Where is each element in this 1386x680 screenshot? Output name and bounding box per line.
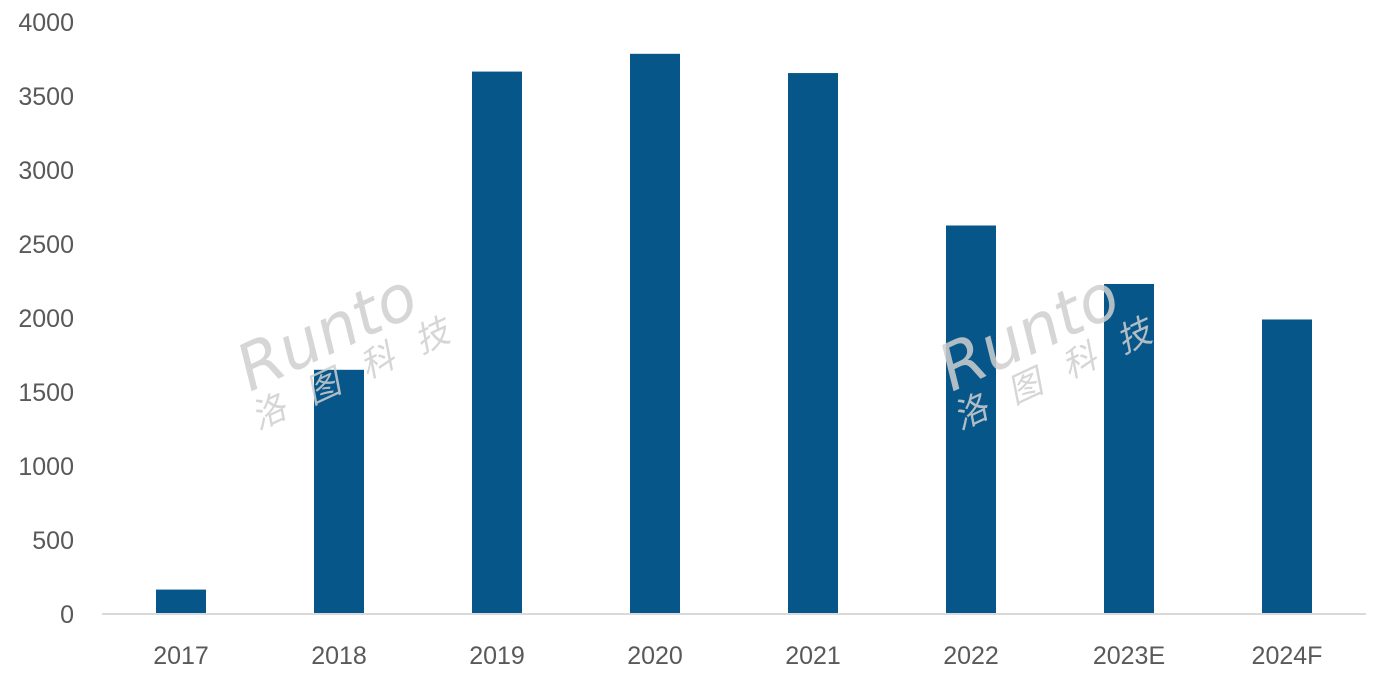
x-tick-label: 2022	[943, 642, 999, 670]
bars	[156, 53, 1312, 614]
y-tick-label: 0	[60, 601, 74, 629]
bar	[1262, 319, 1312, 614]
y-tick-label: 3000	[18, 157, 74, 185]
y-tick-label: 1000	[18, 453, 74, 481]
x-tick-label: 2019	[469, 642, 525, 670]
x-tick-label: 2023E	[1093, 642, 1165, 670]
y-tick-label: 1500	[18, 379, 74, 407]
bar	[472, 71, 522, 614]
bar	[630, 53, 680, 614]
bar	[314, 369, 364, 614]
y-tick-label: 3500	[18, 83, 74, 111]
y-tick-label: 4000	[18, 9, 74, 37]
x-tick-label: 2020	[627, 642, 683, 670]
y-tick-label: 2500	[18, 231, 74, 259]
x-tick-label: 2021	[785, 642, 841, 670]
x-axis-ticks: 2017 2018 2019 2020 2021 2022 2023E 2024F	[153, 642, 1322, 670]
bar	[946, 225, 996, 614]
x-tick-label: 2017	[153, 642, 209, 670]
bar	[788, 73, 838, 614]
x-tick-label: 2024F	[1252, 642, 1323, 670]
bar	[156, 589, 206, 614]
x-tick-label: 2018	[311, 642, 367, 670]
y-tick-label: 500	[32, 527, 74, 555]
y-axis-ticks: 0 500 1000 1500 2000 2500 3000 3500 4000	[18, 9, 74, 629]
bar	[1104, 283, 1154, 614]
y-tick-label: 2000	[18, 305, 74, 333]
